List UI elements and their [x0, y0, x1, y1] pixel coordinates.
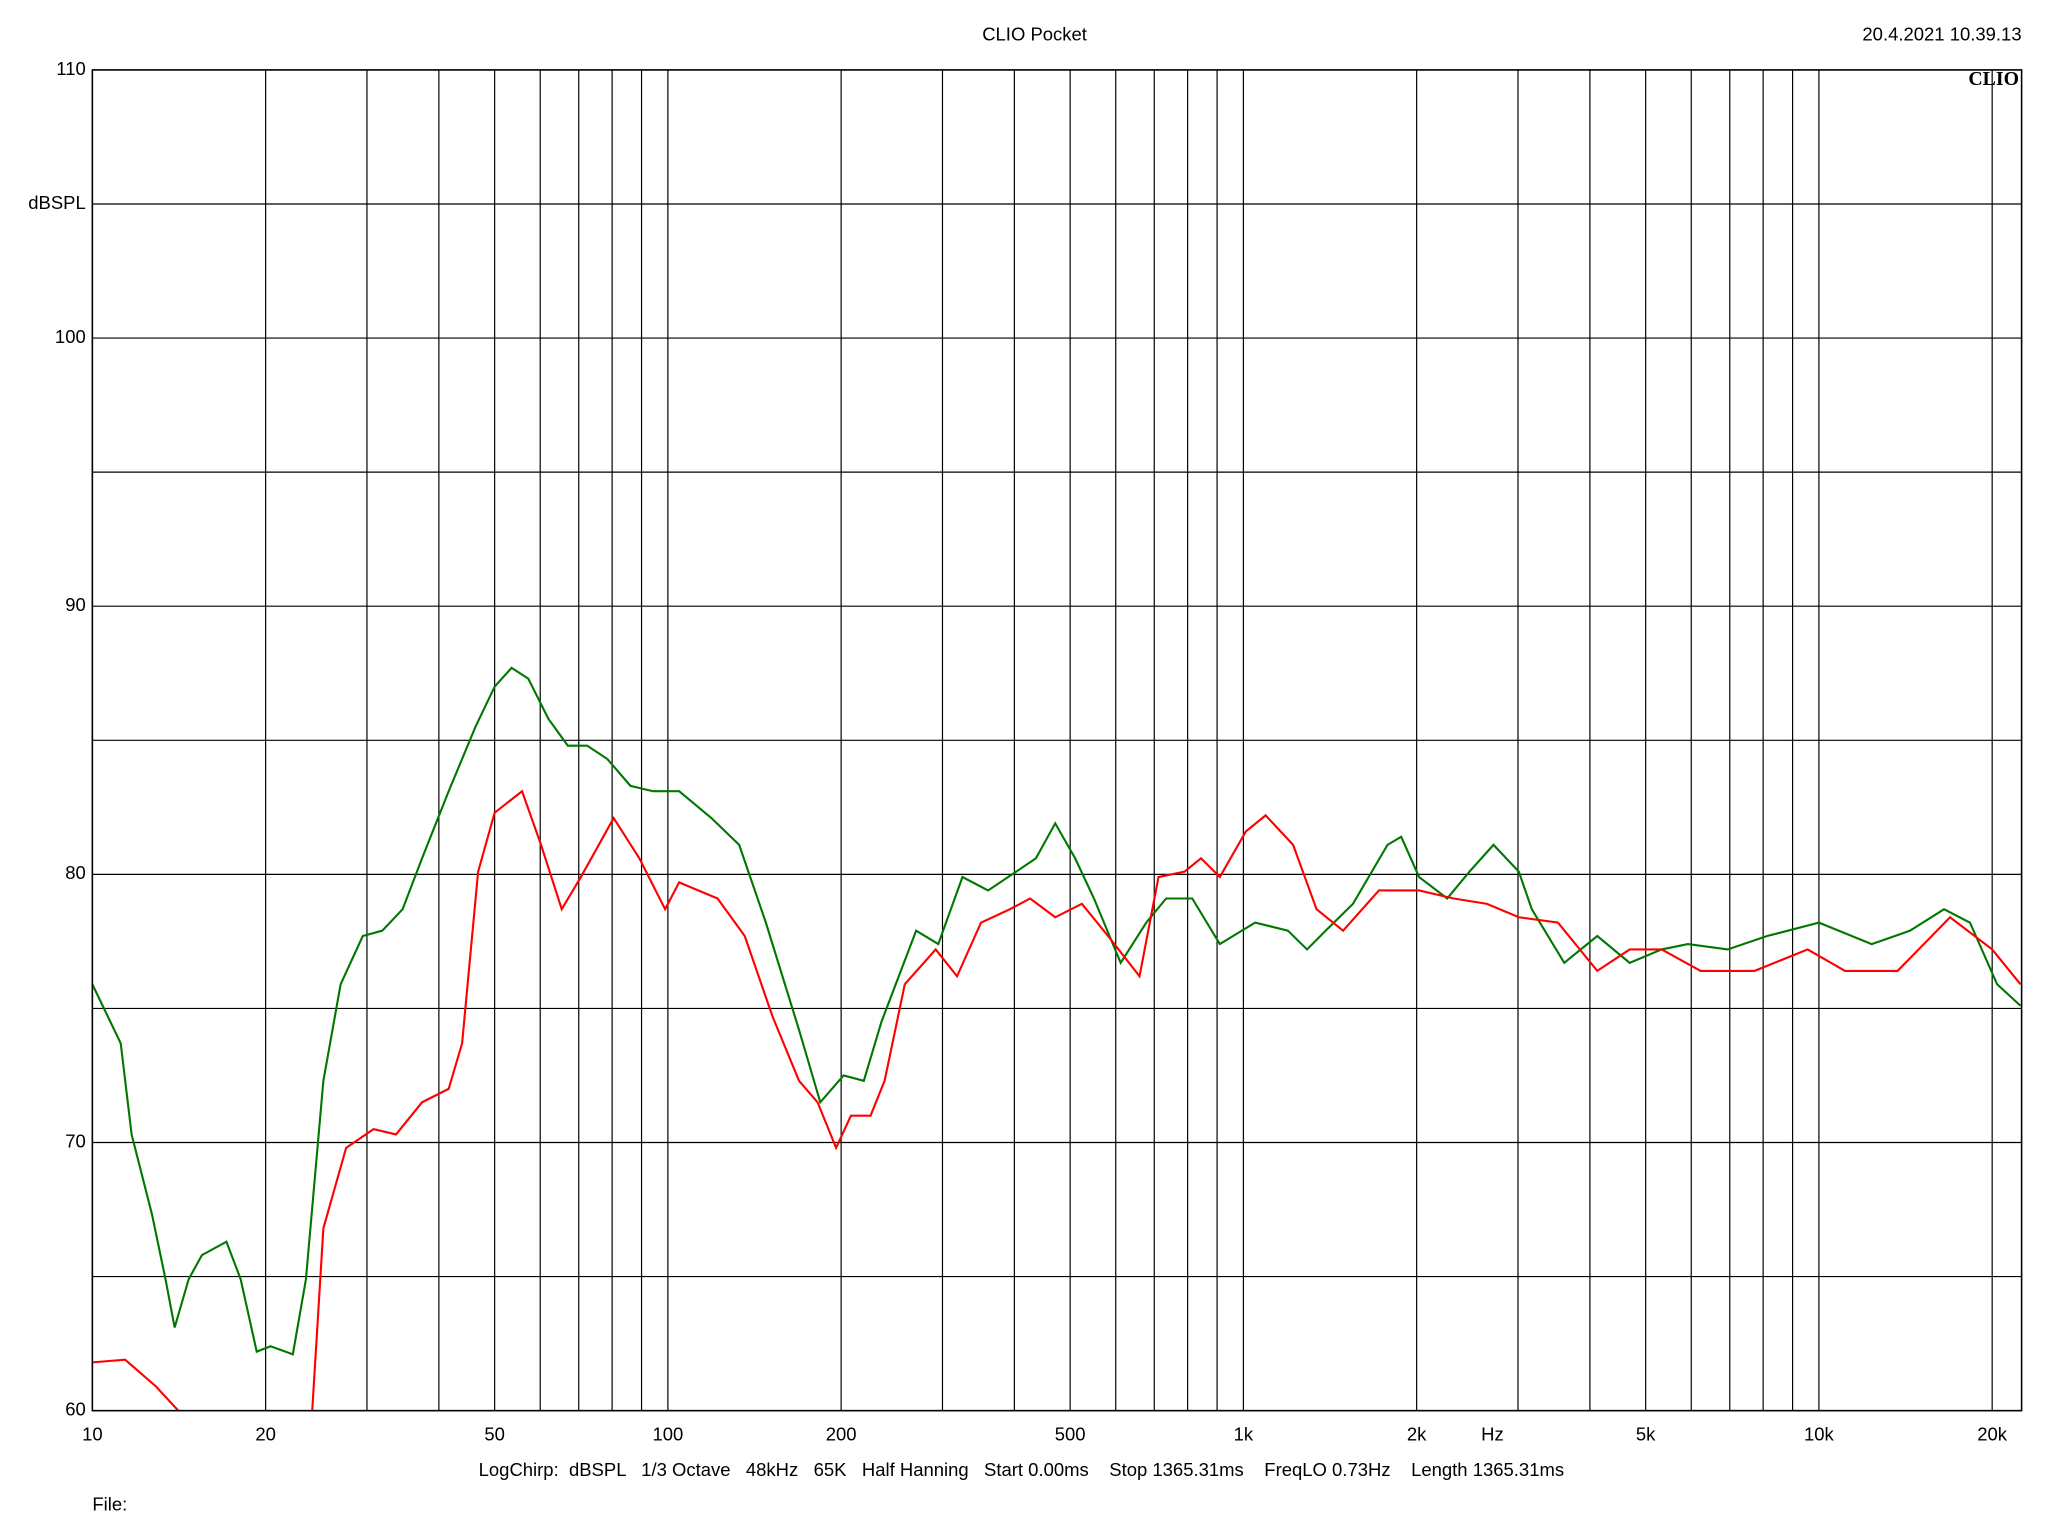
timestamp: 20.4.2021 10.39.13: [1862, 24, 2021, 45]
y-tick-label: 90: [65, 594, 86, 615]
y-tick-label: 100: [55, 326, 86, 347]
series-line: [92, 666, 2022, 1356]
x-tick-label: 20k: [1977, 1424, 2008, 1445]
series-line: [92, 789, 2022, 1411]
file-label: File:: [92, 1494, 127, 1515]
y-tick-label: 110: [56, 58, 85, 79]
x-tick-label: 2k: [1407, 1424, 1427, 1445]
x-tick-label: 200: [826, 1424, 857, 1445]
x-tick-label: 5k: [1636, 1424, 1656, 1445]
x-tick-label: 20: [255, 1424, 276, 1445]
x-tick-label: 50: [484, 1424, 505, 1445]
x-unit-label: Hz: [1481, 1424, 1504, 1445]
y-tick-label: 70: [65, 1130, 86, 1151]
x-tick-label: 100: [652, 1424, 683, 1445]
y-tick-label: 80: [65, 862, 86, 883]
y-tick-label: 60: [65, 1399, 86, 1420]
x-tick-label: 500: [1055, 1424, 1086, 1445]
footer: LogChirp: dBSPL 1/3 Octave 48kHz 65K Hal…: [479, 1459, 1564, 1480]
chart-title: CLIO Pocket: [982, 24, 1087, 45]
x-tick-label: 10: [82, 1424, 103, 1445]
x-tick-label: 10k: [1804, 1424, 1835, 1445]
x-tick-label: 1k: [1234, 1424, 1254, 1445]
y-tick-label: dBSPL: [28, 192, 86, 213]
logo: CLIO: [1968, 68, 2019, 90]
plot-frame: [91, 69, 2023, 1412]
